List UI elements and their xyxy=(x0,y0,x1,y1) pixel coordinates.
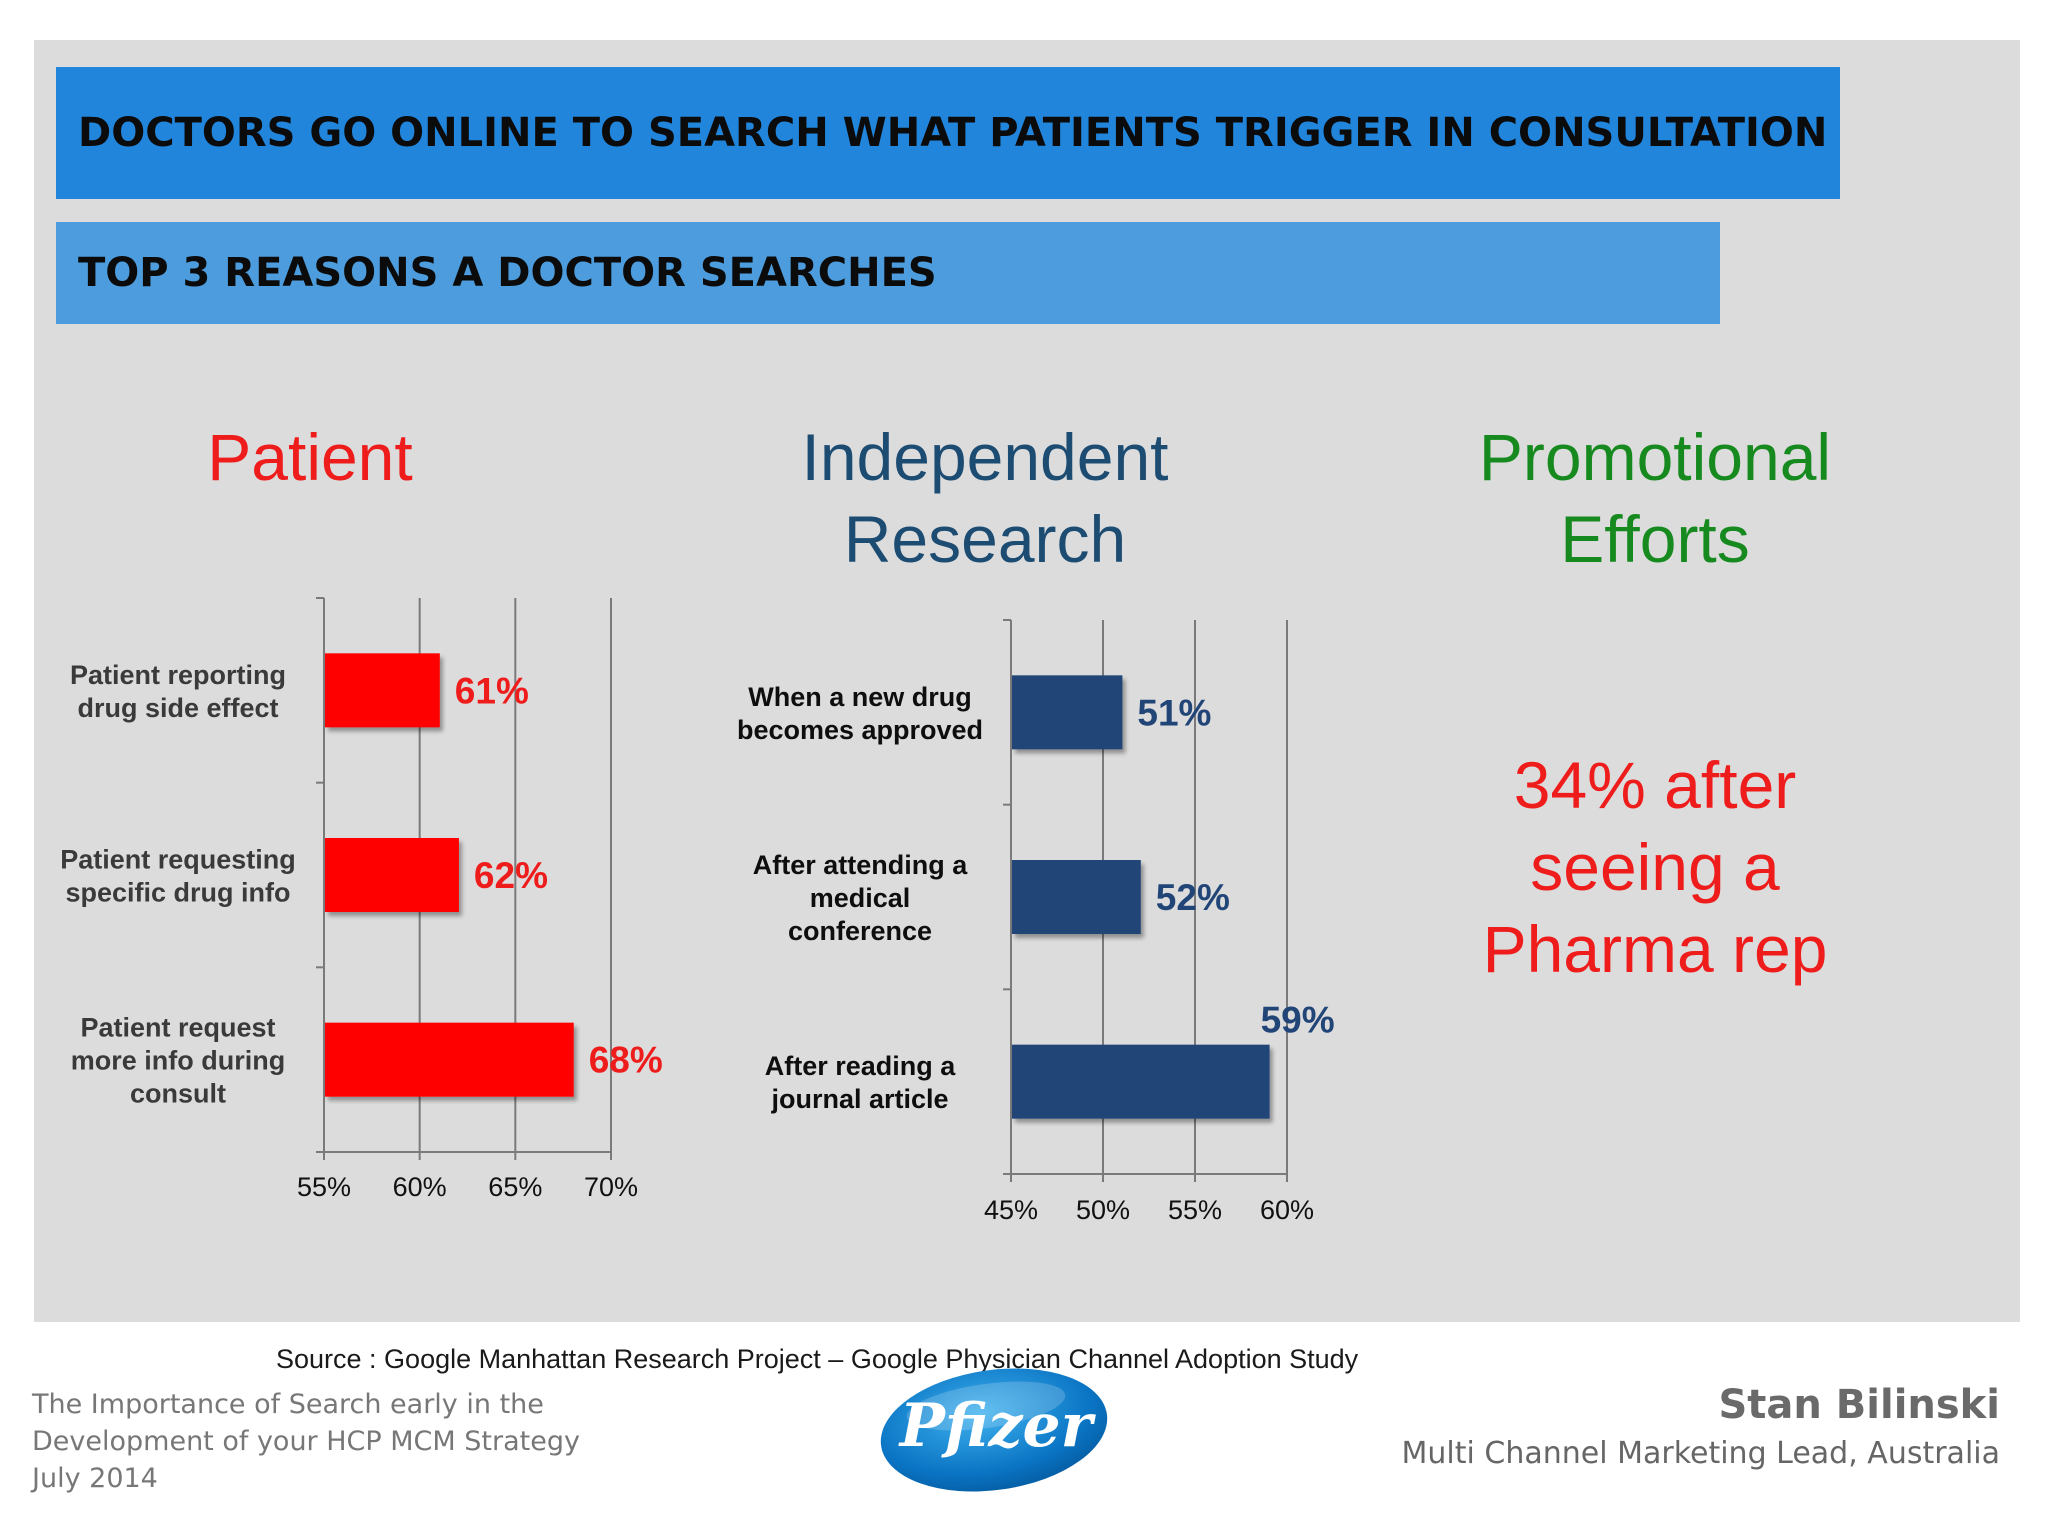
pfizer-logo: Pfizer xyxy=(880,1368,1108,1492)
patient-x-tick-label: 65% xyxy=(488,1172,542,1202)
research-category-label: After reading a xyxy=(765,1051,957,1081)
patient-category-label: Patient reporting xyxy=(70,660,286,690)
patient-category-label: consult xyxy=(130,1079,226,1109)
heading-promotional-efforts: Promotional Efforts xyxy=(1420,416,1890,580)
research-value-label: 52% xyxy=(1156,877,1230,918)
patient-value-label: 62% xyxy=(474,855,548,896)
author-role: Multi Channel Marketing Lead, Australia xyxy=(1401,1436,2000,1471)
presentation-footer: The Importance of Search early in the De… xyxy=(32,1386,580,1497)
promo-stat-line3: Pharma rep xyxy=(1482,912,1828,986)
promo-stat-line2: seeing a xyxy=(1530,830,1780,904)
author-name: Stan Bilinski xyxy=(1718,1382,2000,1428)
patient-bar xyxy=(325,1022,574,1097)
research-bar xyxy=(1012,675,1123,750)
footer-line2: Development of your HCP MCM Strategy xyxy=(32,1426,580,1457)
patient-x-tick-label: 60% xyxy=(393,1172,447,1202)
footer-line1: The Importance of Search early in the xyxy=(32,1389,544,1420)
heading-patient-text: Patient xyxy=(207,420,413,494)
heading-research-line1: Independent xyxy=(801,420,1169,494)
patient-bar xyxy=(325,653,440,728)
pfizer-logo-text: Pfizer xyxy=(898,1391,1097,1461)
research-category-label: After attending a xyxy=(753,850,968,880)
research-x-tick-label: 50% xyxy=(1076,1195,1130,1225)
heading-patient: Patient xyxy=(110,416,510,498)
research-category-label: becomes approved xyxy=(737,715,983,745)
research-x-tick-label: 45% xyxy=(984,1195,1038,1225)
promo-stat-line1: 34% after xyxy=(1513,748,1797,822)
main-banner-title: DOCTORS GO ONLINE TO SEARCH WHAT PATIENT… xyxy=(78,110,1828,156)
patient-x-tick-label: 70% xyxy=(584,1172,638,1202)
promo-stat: 34% after seeing a Pharma rep xyxy=(1400,744,1910,990)
research-value-label: 51% xyxy=(1137,692,1211,733)
research-category-label: conference xyxy=(788,916,932,946)
patient-category-label: drug side effect xyxy=(77,693,278,723)
patient-category-label: Patient requesting xyxy=(60,845,296,875)
heading-research-line2: Research xyxy=(843,502,1127,576)
sub-banner-title: TOP 3 REASONS A DOCTOR SEARCHES xyxy=(78,250,937,296)
research-category-label: journal article xyxy=(770,1084,948,1114)
patient-value-label: 61% xyxy=(455,670,529,711)
patient-category-label: more info during xyxy=(71,1046,285,1076)
research-category-label: When a new drug xyxy=(748,682,972,712)
research-bar xyxy=(1012,1044,1270,1119)
patient-category-label: specific drug info xyxy=(65,878,290,908)
research-value-label: 59% xyxy=(1261,1000,1335,1041)
footer-date: July 2014 xyxy=(32,1463,158,1494)
patient-value-label: 68% xyxy=(589,1040,663,1081)
sub-banner: TOP 3 REASONS A DOCTOR SEARCHES xyxy=(56,222,1720,324)
patient-bar xyxy=(325,838,459,912)
research-x-tick-label: 55% xyxy=(1168,1195,1222,1225)
heading-independent-research: Independent Research xyxy=(735,416,1235,580)
patient-category-label: Patient request xyxy=(80,1013,275,1043)
research-x-tick-label: 60% xyxy=(1260,1195,1314,1225)
research-category-label: medical xyxy=(810,883,911,913)
main-banner: DOCTORS GO ONLINE TO SEARCH WHAT PATIENT… xyxy=(56,67,1840,199)
heading-promo-line1: Promotional xyxy=(1478,420,1832,494)
author-block: Stan Bilinski Multi Channel Marketing Le… xyxy=(1402,1382,2000,1471)
heading-promo-line2: Efforts xyxy=(1560,502,1750,576)
research-bar xyxy=(1012,860,1141,934)
source-note: Source : Google Manhattan Research Proje… xyxy=(276,1344,1359,1374)
patient-x-tick-label: 55% xyxy=(297,1172,351,1202)
